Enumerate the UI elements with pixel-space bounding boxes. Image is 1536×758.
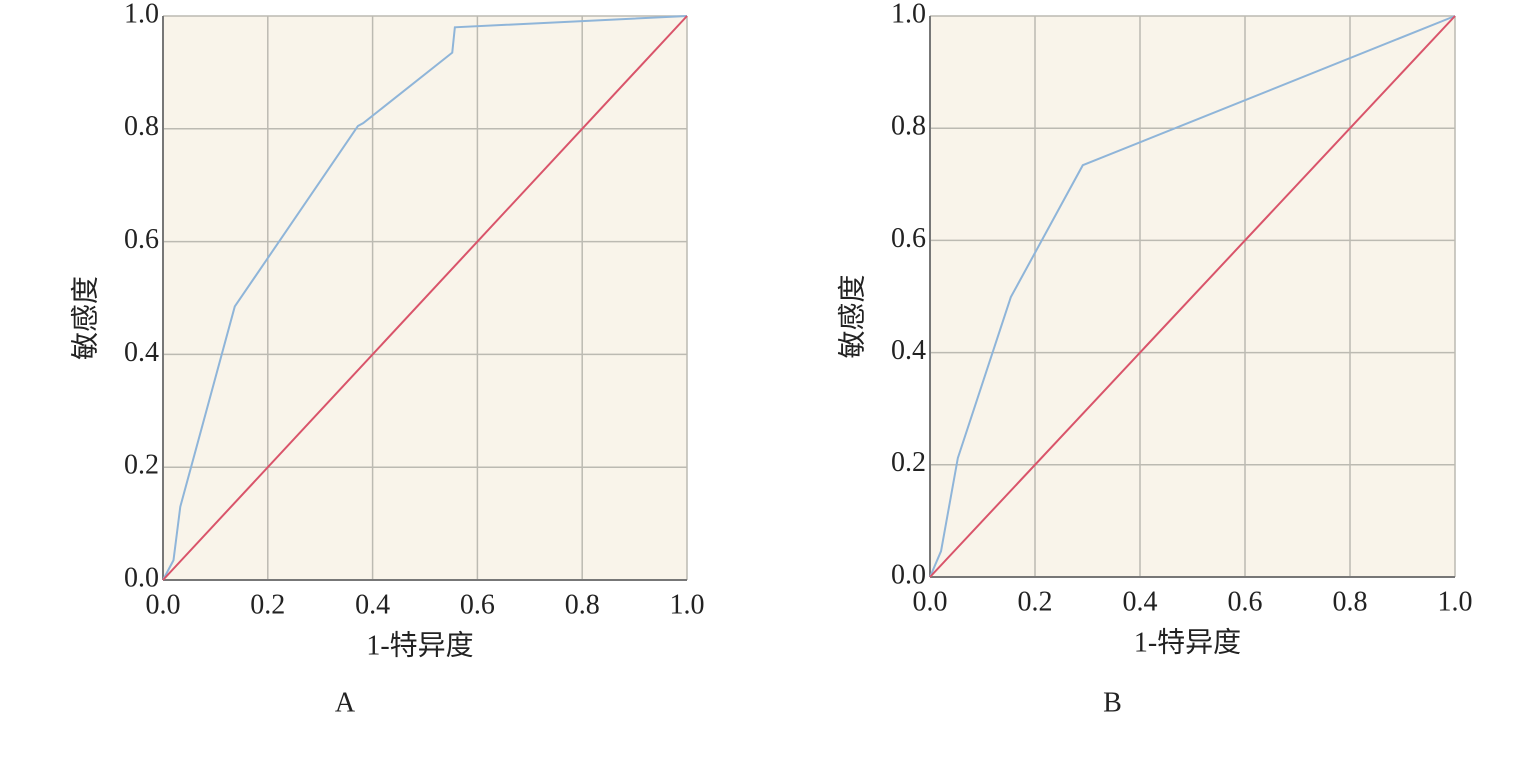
x-tick-label: 0.2 [1018, 586, 1053, 617]
roc-line [929, 15, 1456, 578]
y-axis-label: 敏感度 [69, 276, 101, 360]
x-tick-label: 0.4 [355, 589, 390, 620]
panel-label: A [335, 687, 356, 718]
roc-line [162, 15, 688, 581]
roc-line [929, 15, 1456, 578]
y-tick-label: 0.2 [124, 450, 159, 481]
y-tick-label: 0.4 [124, 337, 159, 368]
panel-label: B [1103, 687, 1122, 718]
y-tick-label: 1.0 [891, 0, 926, 29]
y-tick-label: 0.2 [891, 447, 926, 478]
y-tick-label: 0.0 [124, 562, 159, 593]
x-axis-label: 1-特异度 [366, 629, 473, 661]
x-tick-label: 0.8 [565, 589, 600, 620]
y-tick-label: 0.8 [124, 111, 159, 142]
y-tick-label: 1.0 [124, 0, 159, 29]
x-tick-label: 0.6 [1228, 586, 1263, 617]
x-tick-label: 0.4 [1123, 586, 1158, 617]
y-tick-label: 0.4 [891, 335, 926, 366]
x-tick-label: 0.2 [250, 589, 285, 620]
x-tick-label: 0.0 [146, 589, 181, 620]
x-axis-label: 1-特异度 [1134, 626, 1241, 658]
x-tick-label: 1.0 [1438, 586, 1473, 617]
y-tick-label: 0.8 [891, 111, 926, 142]
x-tick-label: 0.0 [913, 586, 948, 617]
y-tick-label: 0.6 [124, 224, 159, 255]
x-tick-label: 0.6 [460, 589, 495, 620]
x-tick-label: 1.0 [670, 589, 705, 620]
y-tick-label: 0.6 [891, 223, 926, 254]
y-tick-label: 0.0 [891, 559, 926, 590]
roc-line [162, 15, 688, 581]
x-tick-label: 0.8 [1333, 586, 1368, 617]
y-axis-label: 敏感度 [836, 274, 868, 358]
